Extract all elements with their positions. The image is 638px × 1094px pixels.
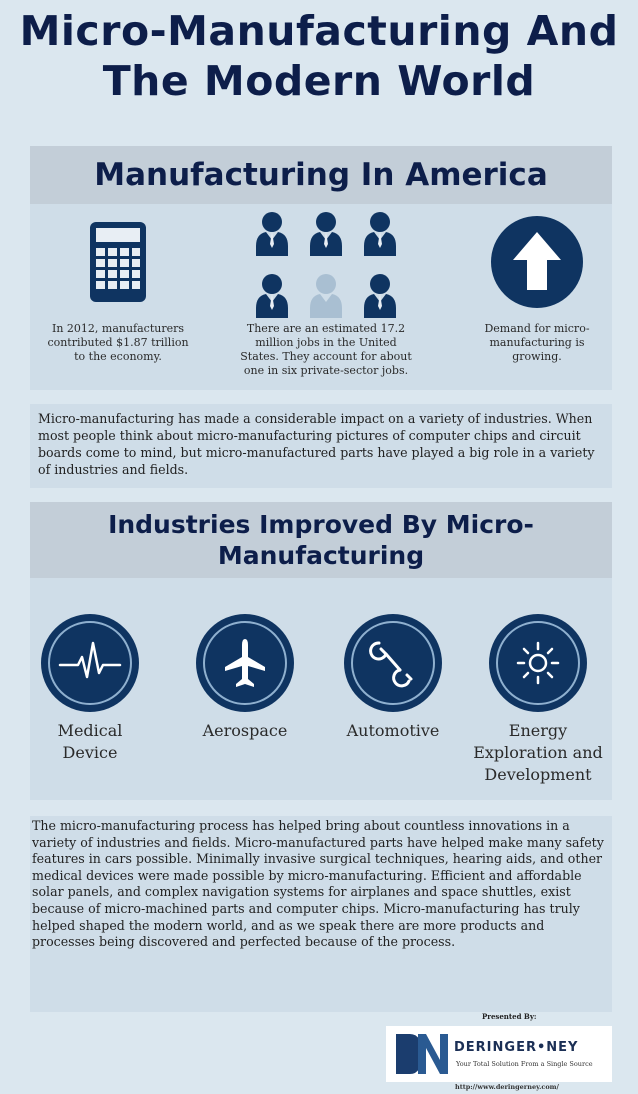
industry-automotive-label: Automotive	[346, 721, 440, 740]
sun-icon	[516, 641, 560, 685]
presented-by-label: Presented By:	[482, 1012, 537, 1021]
stats-panel: In 2012, manufacturers contributed $1.87…	[30, 204, 612, 390]
industry-energy-label: Energy Exploration and Development	[473, 721, 603, 784]
process-panel: The micro-manufacturing process has help…	[30, 816, 612, 1012]
company-tagline: Your Total Solution From a Single Source	[456, 1060, 593, 1068]
heartbeat-icon	[58, 641, 122, 679]
main-title-line2: The Modern World	[102, 57, 536, 105]
industries-heading-line1: Industries Improved By Micro-	[108, 510, 534, 539]
industry-medical-label: Medical Device	[57, 721, 123, 762]
calculator-icon	[90, 222, 146, 302]
intro-paragraph: Micro-manufacturing has made a considera…	[38, 411, 595, 477]
stat-jobs: There are an estimated 17.2 million jobs…	[226, 204, 426, 390]
website-link[interactable]: http://www.deringerney.com/	[455, 1083, 559, 1091]
intro-panel: Micro-manufacturing has made a considera…	[30, 404, 612, 488]
wrench-icon	[369, 641, 413, 688]
stat-economy-text: In 2012, manufacturers contributed $1.87…	[47, 322, 189, 363]
stat-demand-text: Demand for micro-manufacturing is growin…	[484, 322, 590, 363]
workers-icon	[256, 212, 396, 318]
industries-panel: Medical Device Aerospace	[30, 578, 612, 800]
section-heading-america: Manufacturing In America	[30, 146, 612, 204]
main-title: Micro-Manufacturing And The Modern World	[0, 6, 638, 106]
company-name: DERINGER•NEY	[454, 1040, 579, 1055]
section-heading-industries: Industries Improved By Micro- Manufactur…	[30, 502, 612, 578]
main-title-line1: Micro-Manufacturing And	[19, 7, 619, 55]
stat-demand: Demand for micro-manufacturing is growin…	[462, 204, 612, 390]
stat-jobs-text: There are an estimated 17.2 million jobs…	[240, 322, 412, 377]
dn-logo-mark-icon	[396, 1034, 448, 1074]
industry-aerospace-label: Aerospace	[202, 721, 288, 740]
stat-economy: In 2012, manufacturers contributed $1.87…	[38, 204, 198, 390]
airplane-icon	[225, 639, 265, 687]
industries-heading-line2: Manufacturing	[217, 541, 425, 570]
process-paragraph: The micro-manufacturing process has help…	[32, 818, 604, 950]
company-logo[interactable]: DERINGER•NEY Your Total Solution From a …	[386, 1026, 612, 1082]
up-arrow-icon	[491, 216, 583, 308]
